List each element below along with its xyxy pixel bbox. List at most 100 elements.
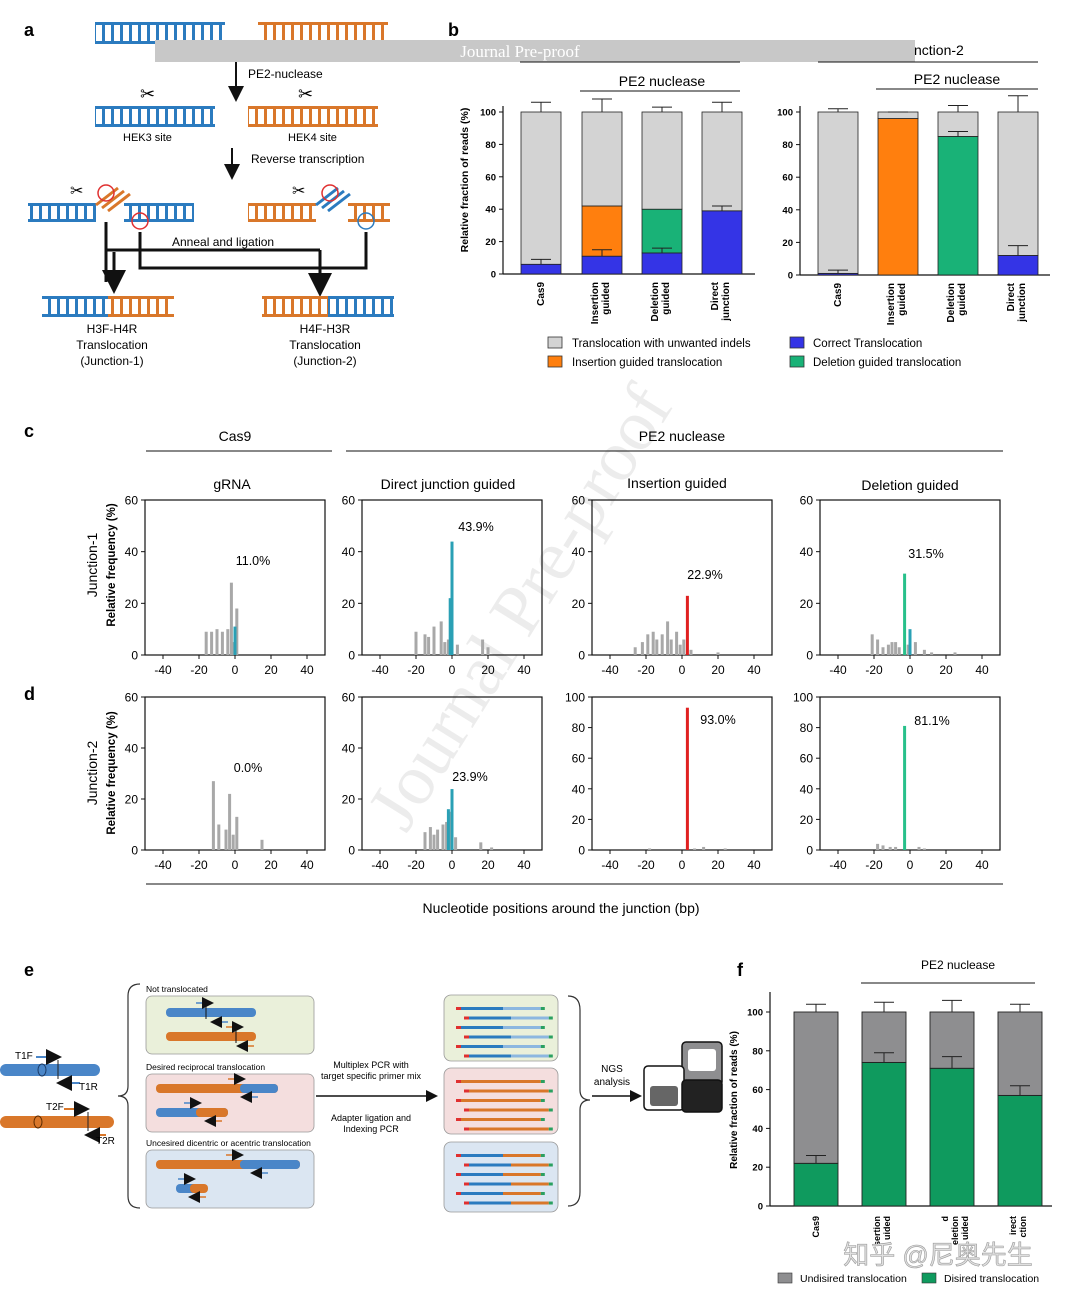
box2-label: Desired reciprocal translocation [146,1062,265,1072]
x-category-label: Directjunction [710,281,732,322]
x-tick-label: -20 [637,663,655,677]
prod2-line1: H4F-H3R [300,322,351,336]
histogram-bar [479,842,483,850]
read-adapter [548,1127,553,1131]
bar-segment [641,252,683,275]
scissors-icon: ✂ [298,84,313,104]
scissors-icon: ✂ [292,183,305,200]
legend-swatch-disired [921,1272,937,1284]
legend-deletion: Deletion guided translocation [813,357,961,369]
b-ylabel: Relative fraction of reads (%) [459,108,471,253]
histogram-bar [231,834,235,850]
highlight-bar [903,725,907,850]
hek3-label: HEK3 site [123,132,172,144]
read-adapter [456,1192,461,1195]
x-tick-label: 0 [679,858,686,872]
y-tick-label: 0 [491,270,496,281]
read-segment [503,1099,541,1102]
x-tick-label: -20 [190,663,208,677]
histogram-bar [702,846,706,850]
histogram-bar [666,621,670,655]
histogram-bar [428,827,432,850]
panel-c-label: c [24,421,34,441]
x-tick-label: 20 [939,663,953,677]
bar-segment [929,1067,975,1207]
f-group: PE2 nuclease [921,958,995,972]
histogram-bar [436,829,440,850]
read-segment [469,1016,511,1020]
x-category-line: uided [882,1216,892,1240]
x-tick-label: 0 [449,858,456,872]
b-right-group: PE2 nuclease [914,71,1001,87]
histogram-panel: 0 20 40 60 -40 -20 0 20 40 23.9% [342,691,543,872]
read-adapter [540,1099,545,1102]
read-segment [503,1192,541,1195]
box-undesired [145,1149,315,1209]
histogram-bar [922,848,926,850]
histogram-bar [648,848,652,850]
x-category-line: Insertion [886,283,897,325]
read-segment [461,1045,503,1048]
x-tick-label: 0 [232,858,239,872]
ligation-lines [104,222,368,282]
e-step2-line1: Adapter ligation and [331,1113,411,1123]
x-tick-label: 40 [975,858,989,872]
histogram-bar [414,631,418,655]
y-tick-label: 20 [800,813,814,827]
histogram-bar [930,652,934,655]
y-tick-label: 40 [800,782,814,796]
scissors-icon: ✂ [70,183,83,200]
bar-segment [793,1162,839,1207]
x-category-line: Direct [1006,282,1017,311]
read-segment [461,1154,503,1157]
histogram-bar [235,816,239,850]
histogram-bar [211,781,215,850]
x-category-line: guided [601,282,612,315]
panel-a: a PE2-nuclease ✂ HEK3 site ✂ HEK4 site R… [24,20,394,368]
y-tick-label: 20 [800,597,814,611]
x-category-line: eletion [950,1216,960,1245]
x-category-line: guided [661,282,672,315]
histogram-bar [427,636,431,655]
read-segment [511,1054,549,1058]
x-tick-label: 20 [711,858,725,872]
f-ylabel: Relative fraction of reads (%) [729,1031,740,1169]
read-adapter [540,1026,545,1029]
read-adapter [464,1127,469,1131]
histogram-bar [481,639,485,655]
histogram-bar [448,811,452,850]
highlight-bar [685,595,689,655]
histogram-bar [633,647,637,655]
x-tick-label: 0 [907,858,914,872]
brace-right [567,995,591,1207]
dna-hek4: ✂ [248,84,378,127]
box-not-translocated [145,995,315,1055]
read-segment [469,1201,511,1205]
sequencer-icon [643,1041,723,1113]
histograms: 0 20 40 60 -40 -20 0 20 40 11.0% 0 20 40 60 -40 -20 0 20 4… [125,494,1001,872]
chromosome-t2: T2F T2R [0,1101,115,1147]
scissors-icon: ✂ [140,84,155,104]
panel-f-label: f [737,960,744,980]
y-tick-label: 0 [806,844,813,858]
x-category-line: Deletion [946,283,957,322]
read-adapter [464,1182,469,1186]
box-desired [145,1073,315,1133]
y-tick-label: 0 [578,649,585,663]
histogram-bar [423,634,427,655]
y-tick-label: 0 [348,844,355,858]
percentage-label: 0.0% [234,761,263,775]
histogram-bar [953,652,957,655]
x-category-label: Directjunction [1006,282,1028,323]
x-tick-label: 40 [747,663,761,677]
read-segment [503,1007,541,1010]
x-tick-label: 20 [939,858,953,872]
histogram-bar [486,647,490,655]
c-row1-label: Junction-1 [84,532,100,597]
x-category-line: irect [1008,1216,1018,1235]
histogram-bar [454,837,458,850]
step1-label: PE2-nuclease [248,67,323,81]
y-tick-label: 60 [800,752,814,766]
bar-segment [641,208,683,254]
